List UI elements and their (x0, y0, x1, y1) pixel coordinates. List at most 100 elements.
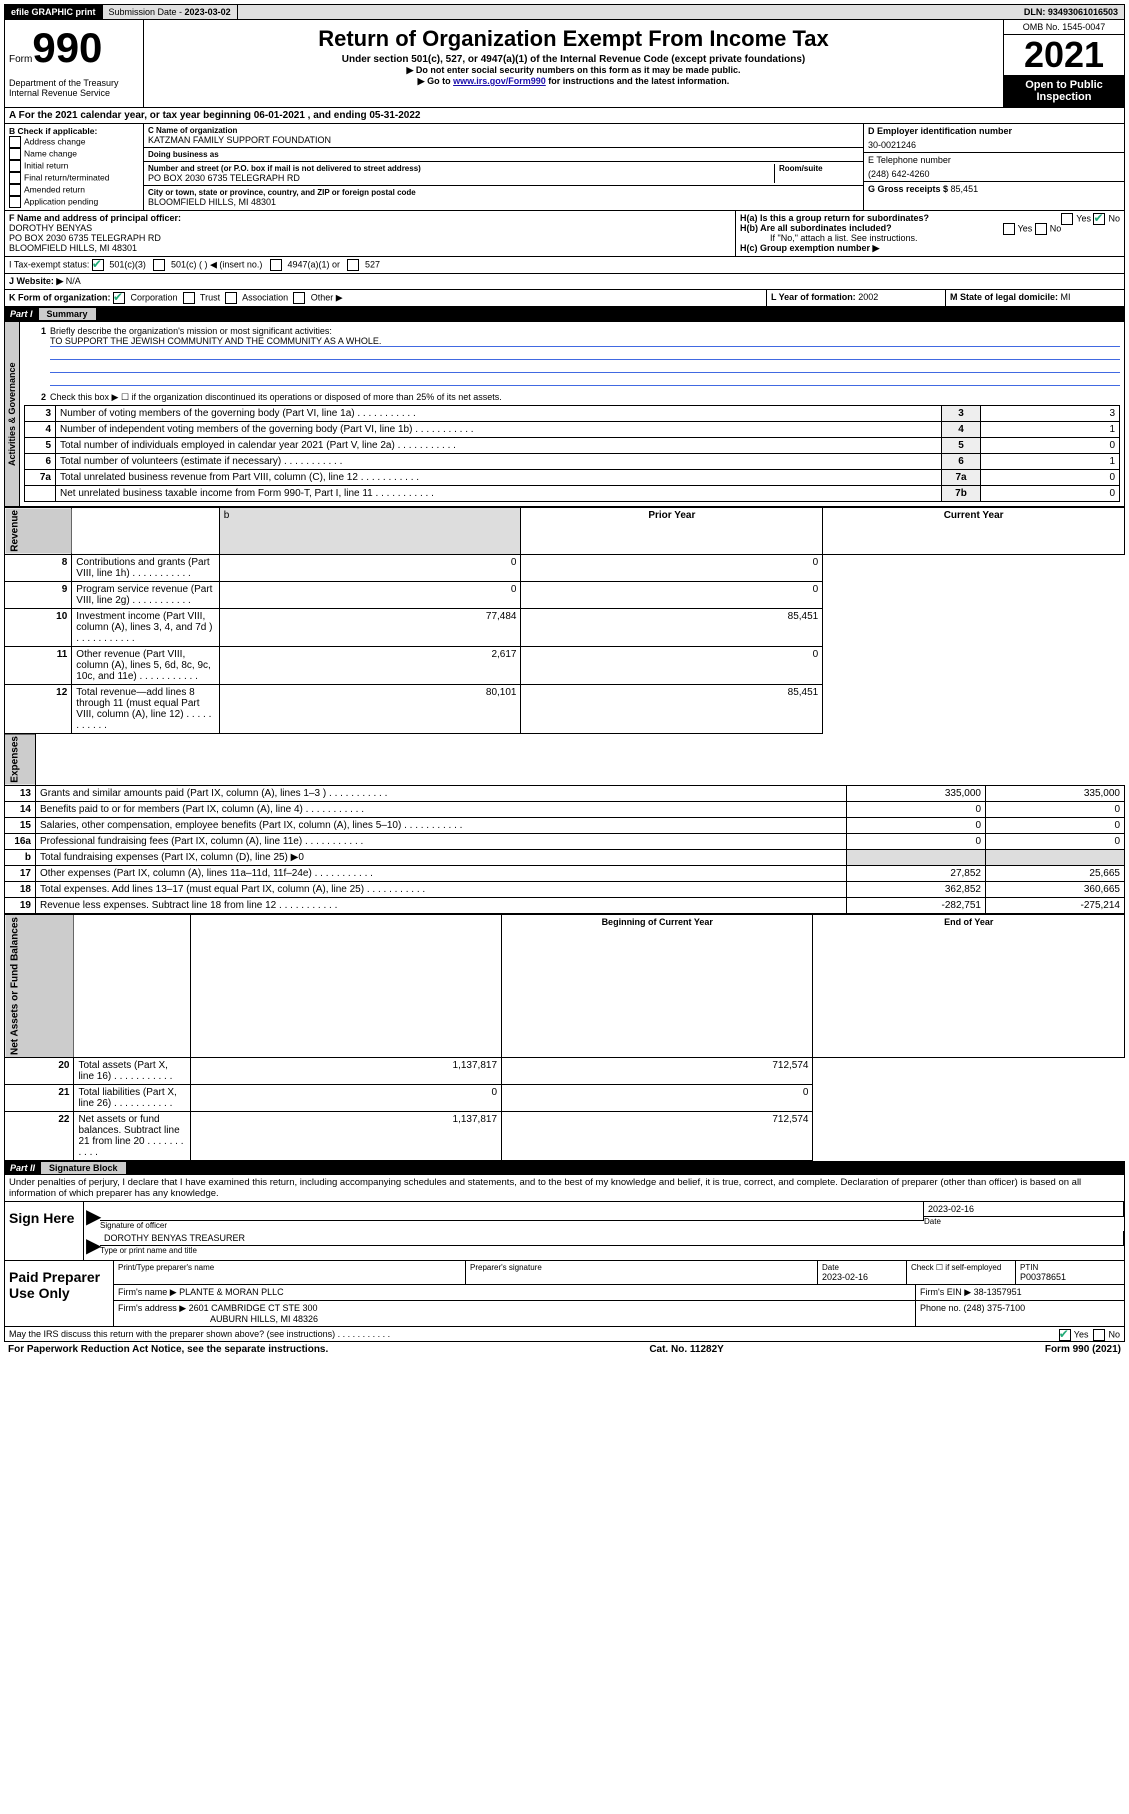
line-prior: 2,617 (219, 646, 521, 684)
officer-addr2: BLOOMFIELD HILLS, MI 48301 (9, 243, 731, 253)
line-prior: 80,101 (219, 684, 521, 733)
ptin-value: P00378651 (1020, 1272, 1120, 1282)
line-num: 20 (5, 1058, 74, 1085)
line-desc: Number of independent voting members of … (56, 422, 942, 438)
line-curr: 360,665 (986, 882, 1125, 898)
line-curr: 0 (521, 554, 823, 581)
tel-label: E Telephone number (868, 155, 1120, 165)
officer-name: DOROTHY BENYAS (9, 223, 731, 233)
line-desc: Benefits paid to or for members (Part IX… (36, 802, 847, 818)
open-inspection: Open to Public Inspection (1004, 75, 1124, 107)
chk-trust[interactable] (183, 292, 195, 304)
chk-527[interactable] (347, 259, 359, 271)
line-num: 17 (5, 866, 36, 882)
chk-other[interactable] (293, 292, 305, 304)
chk-address-change[interactable] (9, 136, 21, 148)
hb-no[interactable] (1035, 223, 1047, 235)
dba-label: Doing business as (148, 150, 859, 159)
form-header: Form990 Department of the Treasury Inter… (4, 20, 1125, 108)
line-desc: Professional fundraising fees (Part IX, … (36, 834, 847, 850)
submission-date: Submission Date - 2023-03-02 (103, 5, 238, 19)
period-row: A For the 2021 calendar year, or tax yea… (4, 108, 1125, 124)
chk-initial-return[interactable] (9, 160, 21, 172)
line-desc: Total unrelated business revenue from Pa… (56, 470, 942, 486)
org-name-label: C Name of organization (148, 126, 859, 135)
line-num: 4 (25, 422, 56, 438)
line-prior: 0 (190, 1085, 501, 1112)
line-num: 9 (5, 581, 72, 608)
line-prior: 335,000 (847, 786, 986, 802)
line-desc: Salaries, other compensation, employee b… (36, 818, 847, 834)
ein-value: 30-0021246 (868, 140, 1120, 150)
chk-501c[interactable] (153, 259, 165, 271)
line-val: 0 (981, 470, 1120, 486)
line-curr: 85,451 (521, 608, 823, 646)
tab-activities: Activities & Governance (4, 321, 20, 507)
footer-left: For Paperwork Reduction Act Notice, see … (8, 1344, 328, 1355)
chk-4947[interactable] (270, 259, 282, 271)
chk-corp[interactable] (113, 292, 125, 304)
line-desc: Net assets or fund balances. Subtract li… (74, 1112, 190, 1161)
line-num: b (5, 850, 36, 866)
line-desc: Total assets (Part X, line 16) (74, 1058, 190, 1085)
subtitle-1: Under section 501(c), 527, or 4947(a)(1)… (148, 54, 999, 65)
sig-officer-label: Signature of officer (100, 1221, 924, 1230)
line-desc: Investment income (Part VIII, column (A)… (72, 608, 219, 646)
ha-yes[interactable] (1061, 213, 1073, 225)
line-curr: 0 (521, 581, 823, 608)
b-blank: b (219, 508, 521, 555)
officer-name-sig: DOROTHY BENYAS TREASURER (100, 1231, 1124, 1246)
discuss-yes[interactable] (1059, 1329, 1071, 1341)
line-desc: Total revenue—add lines 8 through 11 (mu… (72, 684, 219, 733)
officer-group-row: F Name and address of principal officer:… (4, 211, 1125, 257)
firm-phone: (248) 375-7100 (964, 1303, 1026, 1313)
q1-text: Briefly describe the organization's miss… (50, 326, 1120, 336)
officer-label: F Name and address of principal officer: (9, 213, 181, 223)
chk-final-return[interactable] (9, 172, 21, 184)
omb-number: OMB No. 1545-0047 (1004, 20, 1124, 35)
tab-net: Net Assets or Fund Balances (5, 915, 74, 1058)
q2-text: Check this box ▶ ☐ if the organization d… (50, 392, 1120, 403)
chk-assoc[interactable] (225, 292, 237, 304)
col-prior-hdr: Prior Year (521, 508, 823, 555)
tax-year: 2021 (1004, 35, 1124, 75)
hb-note: If "No," attach a list. See instructions… (740, 233, 1120, 243)
line-ref: 5 (942, 438, 981, 454)
ptin-label: PTIN (1020, 1263, 1120, 1272)
check-if-applicable: B Check if applicable: Address change Na… (5, 124, 144, 210)
line-curr (986, 850, 1125, 866)
line-val: 1 (981, 422, 1120, 438)
paid-label: Paid Preparer Use Only (5, 1261, 114, 1326)
line-desc: Revenue less expenses. Subtract line 18 … (36, 898, 847, 914)
chk-amended[interactable] (9, 184, 21, 196)
ein-label: D Employer identification number (868, 126, 1012, 136)
discuss-no[interactable] (1093, 1329, 1105, 1341)
efile-button[interactable]: efile GRAPHIC print (5, 5, 103, 19)
line-desc: Total liabilities (Part X, line 26) (74, 1085, 190, 1112)
line-desc: Net unrelated business taxable income fr… (56, 486, 942, 502)
form-word: Form (9, 54, 32, 65)
line-curr: -275,214 (986, 898, 1125, 914)
line-curr: 712,574 (502, 1112, 813, 1161)
tel-value: (248) 642-4260 (868, 169, 1120, 179)
chk-501c3[interactable] (92, 259, 104, 271)
chk-name-change[interactable] (9, 148, 21, 160)
tab-expenses: Expenses (5, 734, 36, 786)
line-desc: Other expenses (Part IX, column (A), lin… (36, 866, 847, 882)
form-number: 990 (32, 24, 102, 71)
irs-link[interactable]: www.irs.gov/Form990 (453, 76, 546, 86)
line-curr: 0 (986, 802, 1125, 818)
hb-yes[interactable] (1003, 223, 1015, 235)
line-curr: 335,000 (986, 786, 1125, 802)
ha-no[interactable] (1093, 213, 1105, 225)
header-info-block: B Check if applicable: Address change Na… (4, 124, 1125, 211)
firm-ein: 38-1357951 (974, 1287, 1022, 1297)
line-curr: 712,574 (502, 1058, 813, 1085)
line-num: 18 (5, 882, 36, 898)
line-prior: 0 (847, 834, 986, 850)
chk-app-pending[interactable] (9, 196, 21, 208)
line-prior: 0 (219, 581, 521, 608)
addr-label: Number and street (or P.O. box if mail i… (148, 164, 774, 173)
ha-text: H(a) Is this a group return for subordin… (740, 213, 1120, 223)
line-num: 6 (25, 454, 56, 470)
